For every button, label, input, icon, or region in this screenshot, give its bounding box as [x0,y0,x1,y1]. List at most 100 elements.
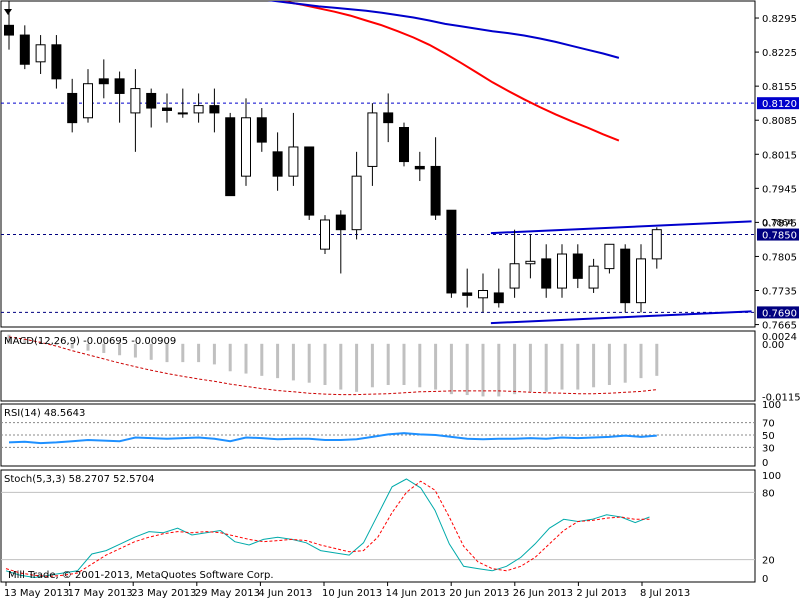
rsi-axis-label: 30 [762,443,775,454]
date-label: 2 Jul 2013 [576,588,626,599]
macd-histogram-bar [528,343,532,392]
candle-body [525,260,536,265]
candle [130,69,141,152]
date-label: 20 Jun 2013 [449,588,509,599]
moving-average-blue [267,1,620,59]
macd-histogram-bar [149,343,153,360]
axes: 0.8295 0.8225 0.8155 0.8085 0.8015 0.7945 0.78… [4,14,800,599]
price-tick-label: 0.7735 [762,287,797,298]
level-price-box [757,228,799,241]
channel-upper-line [490,220,752,235]
stoch-axis-label: 0 [762,574,768,585]
macd-histogram-bar [576,343,580,390]
rsi-label: RSI(14) 48.5643 [4,408,85,419]
macd-label: MACD(12,26,9) -0.00695 -0.00909 [4,336,176,347]
macd-axis-label: -0.01153 [762,393,800,404]
candle [383,93,394,143]
pane-frame-stoch [0,469,756,583]
level-price-label: 0.7850 [762,231,797,242]
level-price-label: 0.7690 [762,308,797,319]
candle-body [604,243,615,270]
rsi-line [8,432,657,445]
macd-histogram-bar [307,343,311,383]
candle-body [288,146,299,177]
candle-body [320,219,330,250]
candle-body [335,214,346,231]
main-plot [1,1,755,325]
candle [335,210,346,274]
price-tick-label: 0.8295 [762,14,797,25]
candle-body [225,117,236,197]
candle [320,215,330,255]
price-tick-label: 0.8225 [762,48,797,59]
candle-body [130,88,141,114]
candle-body [272,151,283,177]
candle-body [209,105,220,114]
copyright-text: Mill Trade, © 2001-2013, MetaQuotes Soft… [8,570,274,581]
macd-histogram-bar [54,343,58,345]
candle-body [414,165,425,170]
candle-body [146,92,157,109]
candle [588,258,599,293]
candle-body [193,105,204,114]
date-label: 13 May 2013 [4,588,69,599]
price-tick-label: 0.8015 [762,150,797,161]
macd-histogram-bar [418,343,422,388]
stoch-axis-label: 20 [762,556,775,567]
stoch-label: Stoch(5,3,3) 58.2707 52.5704 [4,474,155,485]
level-price-box [757,97,799,110]
macd-histogram-bar [228,343,232,372]
macd-histogram-bar [212,343,216,365]
price-tick-label: 0.7805 [762,252,797,263]
candle [193,93,204,123]
macd-histogram-bar [434,343,438,390]
candle-body [430,165,441,216]
macd-histogram-bar [133,343,137,358]
candle [430,137,441,220]
macd-histogram-bar [560,343,564,390]
macd-pane: MACD(12,26,9) -0.00695 -0.00909 [4,334,659,397]
macd-histogram-bar [623,343,627,383]
candle-body [636,258,646,304]
stoch-plot [1,478,755,579]
rsi-plot [1,422,755,448]
candle-body [114,78,125,94]
macd-histogram-bar [291,343,295,381]
price-tick-label: 0.7665 [762,321,797,332]
candle [35,35,46,74]
candle-body [83,83,93,119]
stochastic-pane: Stoch(5,3,3) 58.2707 52.5704 [1,474,755,579]
candle [177,88,188,118]
candle [256,108,267,152]
candle [478,273,488,313]
candle-body [351,175,362,231]
candle-body [35,44,46,63]
main-price-pane [1,1,755,325]
candle-body [557,253,567,289]
macd-histogram-bar [370,343,374,388]
date-label: 17 May 2013 [68,588,133,599]
rsi-axis-label: 70 [762,419,775,430]
candle [541,244,552,298]
extra-price-label: 0.7864 [762,219,794,229]
candle-body [67,92,78,124]
pane-frame-main [0,0,756,328]
candle [304,146,315,220]
candle-body [541,258,552,289]
candle [114,71,125,123]
candle-body [572,253,583,279]
candle [572,244,583,289]
macd-axis-label: 0.00 [762,340,784,351]
macd-histogram-bar [23,339,27,344]
macd-histogram-bar [260,343,264,376]
chart-menu-triangle-icon[interactable] [4,9,12,15]
price-tick-label: 0.7945 [762,184,797,195]
pane-frame-macd [0,330,756,402]
macd-histogram-bar [244,343,248,374]
candle [399,122,409,167]
date-label: 14 Jun 2013 [386,588,446,599]
candle [272,132,283,191]
candle [367,103,378,186]
candle [620,244,631,313]
